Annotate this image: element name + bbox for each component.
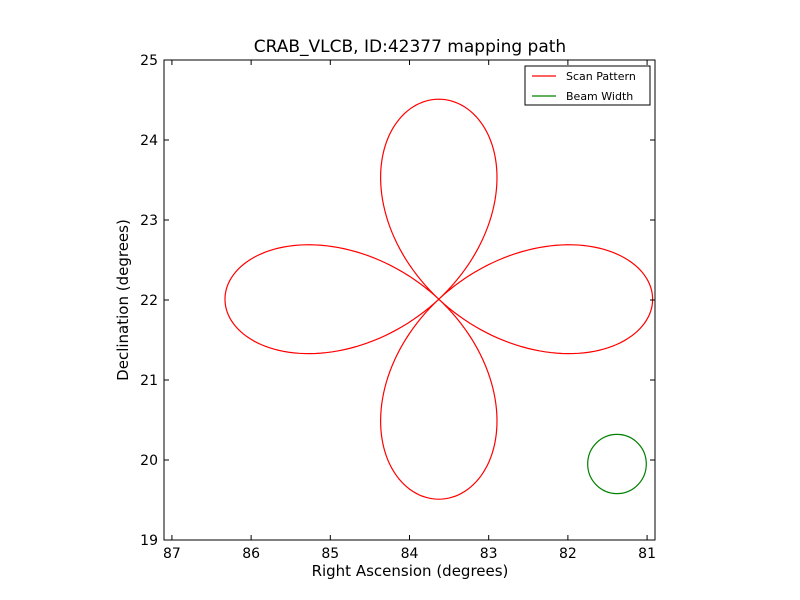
y-tick-label: 23 <box>140 213 158 229</box>
legend-box <box>524 65 651 106</box>
y-tick-label: 21 <box>140 373 158 389</box>
y-tick-label: 19 <box>140 533 158 549</box>
chart-title: CRAB_VLCB, ID:42377 mapping path <box>254 37 566 57</box>
y-tick-label: 25 <box>140 53 158 69</box>
x-tick-label: 81 <box>638 546 656 562</box>
x-tick-label: 86 <box>242 546 260 562</box>
x-tick-label: 82 <box>559 546 577 562</box>
x-tick-label: 87 <box>163 546 181 562</box>
data-layer <box>224 98 654 500</box>
x-axis-label: Right Ascension (degrees) <box>312 562 509 580</box>
x-tick-label: 85 <box>321 546 339 562</box>
plot-area <box>164 60 655 540</box>
legend-label-beam-width: Beam Width <box>566 90 633 103</box>
x-tick-label: 83 <box>480 546 498 562</box>
y-tick-label: 20 <box>140 453 158 469</box>
y-axis-label: Declination (degrees) <box>114 219 132 381</box>
scan-pattern-path <box>224 98 654 500</box>
ticks: 87 86 85 84 83 82 81 19 20 21 22 23 24 25 <box>140 53 656 562</box>
legend-label-scan-pattern: Scan Pattern <box>566 70 636 83</box>
beam-width-circle <box>587 433 647 495</box>
x-tick-label: 84 <box>401 546 419 562</box>
y-tick-label: 22 <box>140 293 158 309</box>
y-tick-label: 24 <box>140 133 158 149</box>
legend: Scan Pattern Beam Width <box>524 65 651 106</box>
